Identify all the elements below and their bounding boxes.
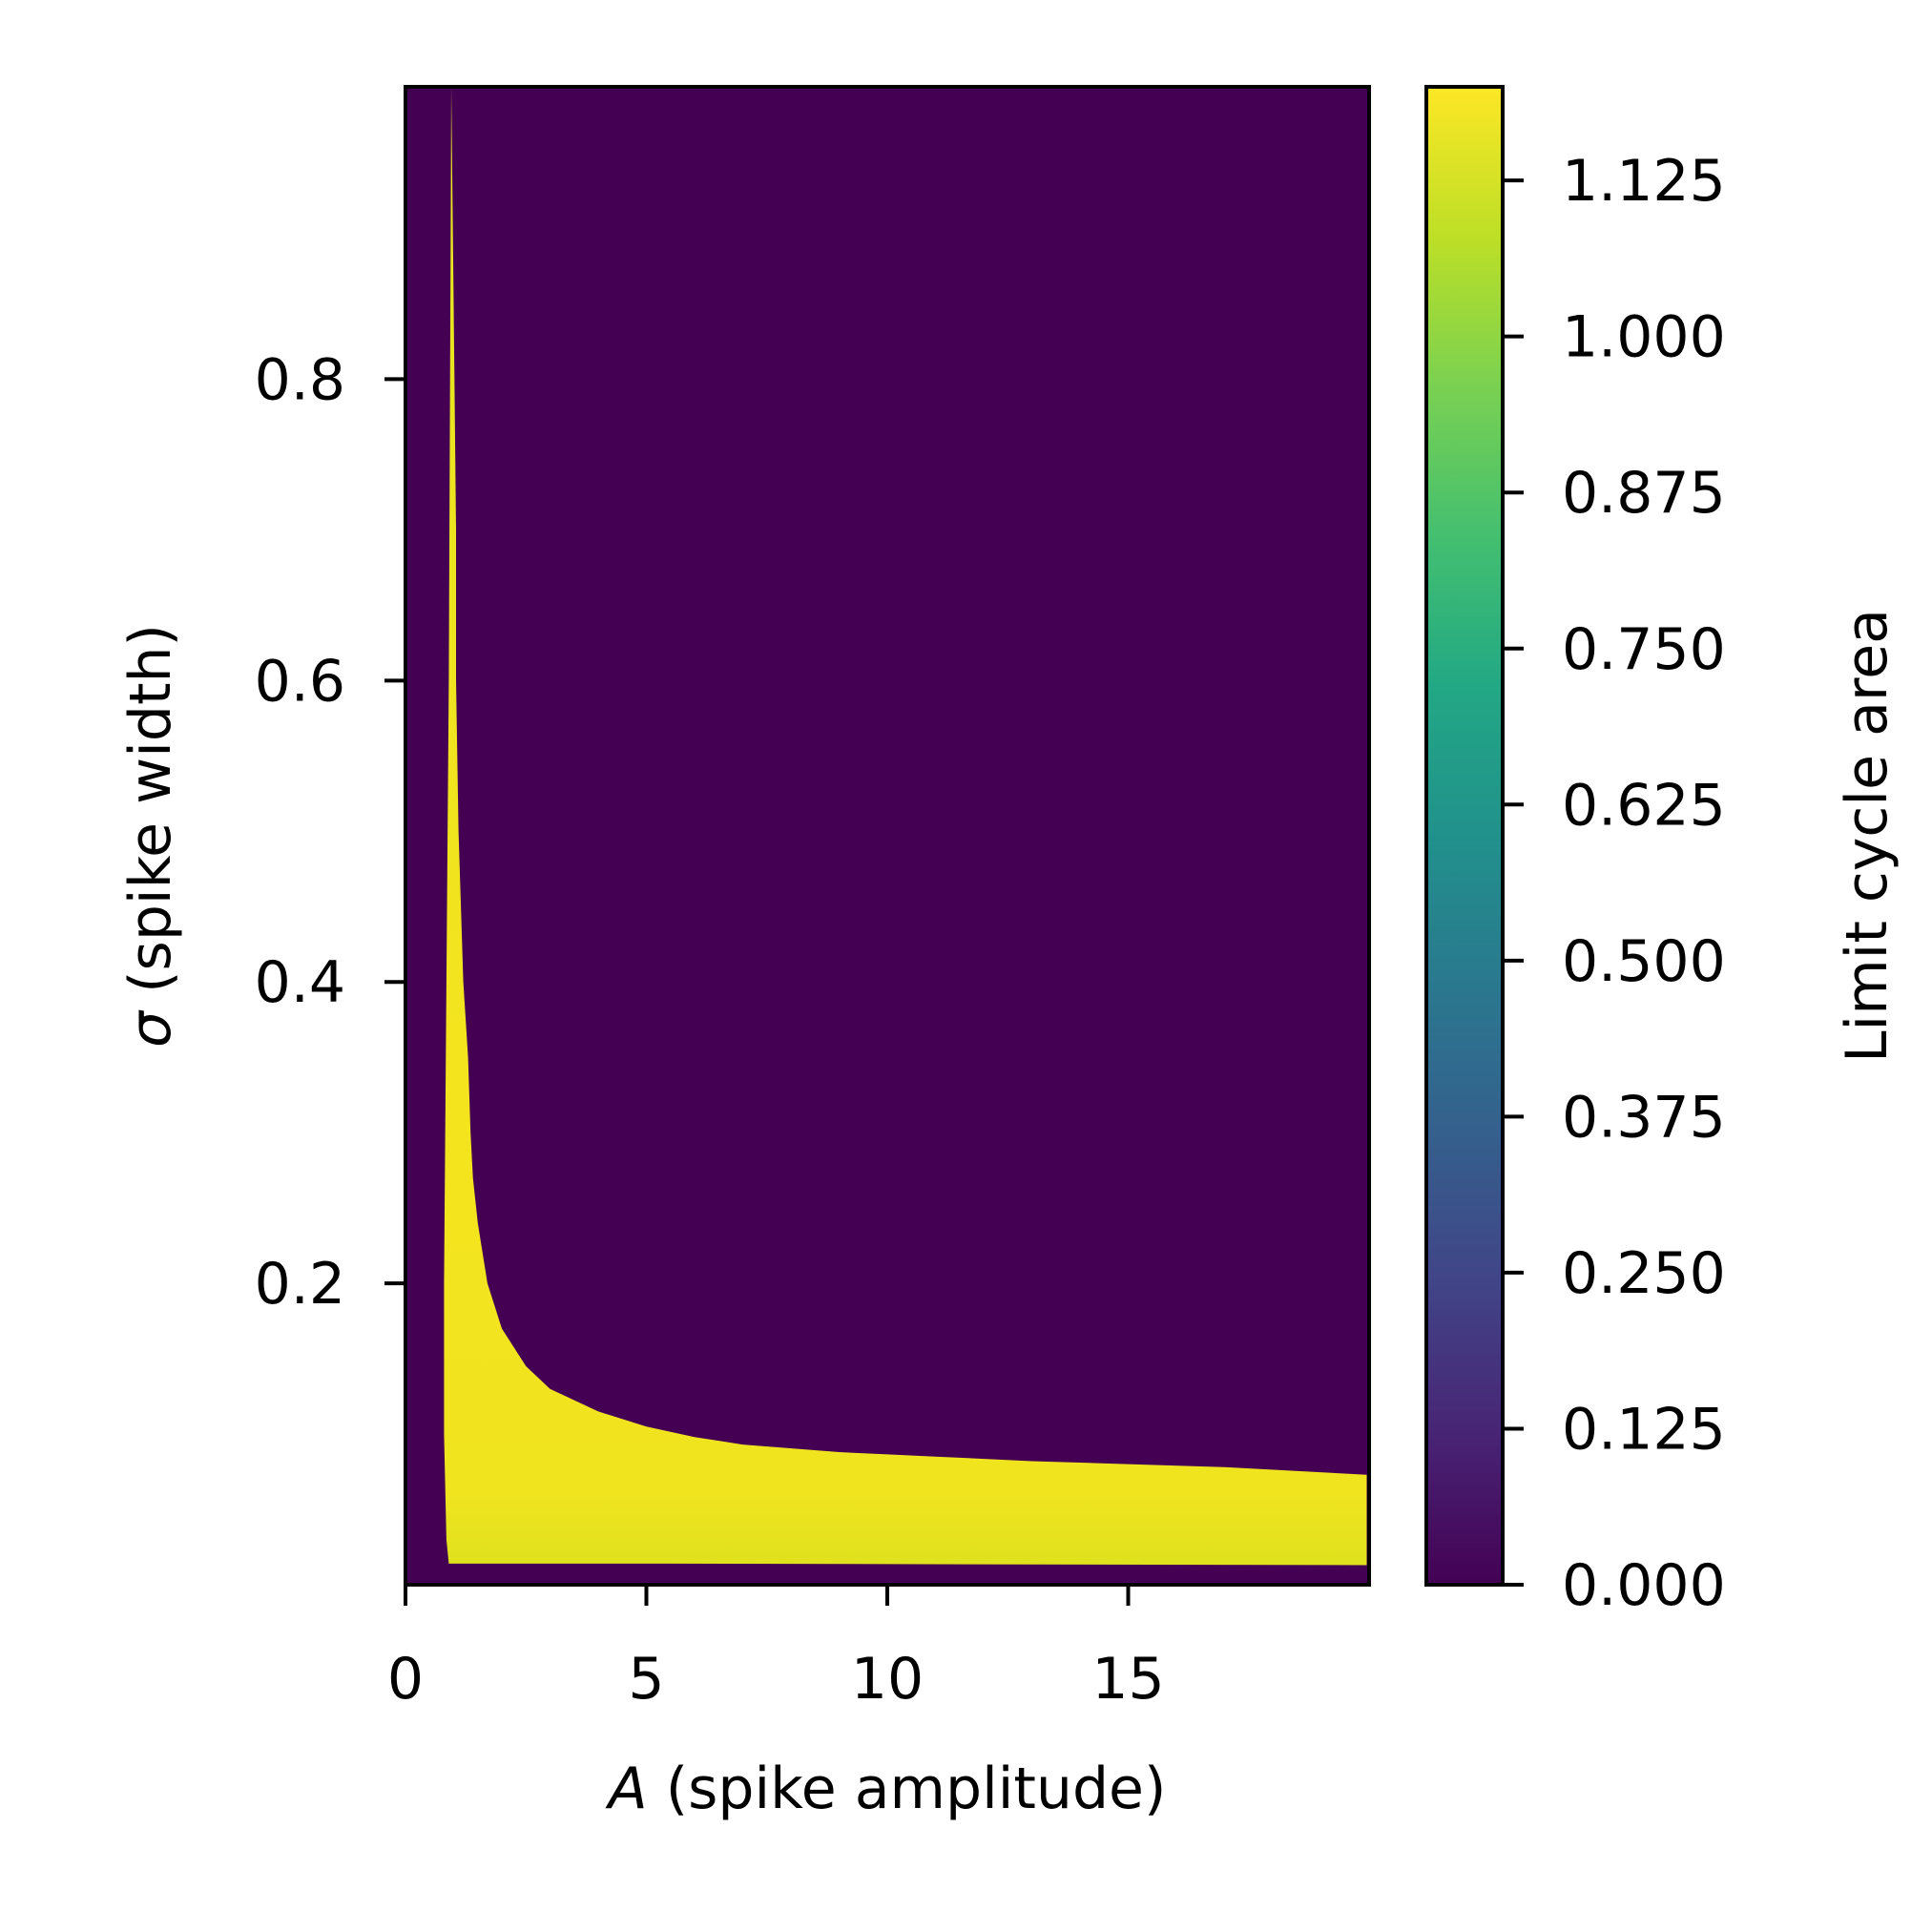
y-axis-ticks: 0.2 0.4 0.6 0.8 [255, 346, 405, 1318]
limit-cycle-region [444, 87, 1367, 1566]
colorbar-tick-label: 0.875 [1562, 460, 1726, 527]
y-axis-label: σ (spike width) [117, 624, 184, 1048]
colorbar-tick-label: 1.000 [1562, 304, 1726, 371]
y-tick-label: 0.6 [255, 648, 345, 715]
y-tick-label: 0.4 [255, 949, 345, 1016]
colorbar-tick-label: 0.000 [1562, 1552, 1726, 1619]
colorbar-tick-label: 0.500 [1562, 928, 1726, 995]
x-tick-label: 10 [851, 1646, 924, 1713]
colorbar-label: Limit cycle area [1834, 609, 1901, 1063]
y-tick-label: 0.8 [255, 346, 345, 413]
x-tick-label: 5 [628, 1646, 664, 1713]
colorbar-tick-label: 0.750 [1562, 616, 1726, 683]
x-tick-label: 0 [387, 1646, 424, 1713]
colorbar-gradient [1424, 85, 1505, 1587]
colorbar-tick-label: 1.125 [1562, 148, 1726, 215]
heatmap-background [405, 87, 1369, 1585]
x-axis-label: A (spike amplitude) [605, 1755, 1167, 1822]
colorbar-tick-label: 0.375 [1562, 1084, 1726, 1151]
colorbar-tick-label: 0.625 [1562, 772, 1726, 839]
x-tick-label: 15 [1091, 1646, 1164, 1713]
y-tick-label: 0.2 [255, 1251, 345, 1318]
colorbar-tick-label: 0.250 [1562, 1240, 1726, 1307]
x-axis-ticks: 0 5 10 15 [387, 1585, 1165, 1713]
colorbar: 0.000 0.125 0.250 0.375 0.500 0.625 0.750 0.875… [1424, 85, 1901, 1619]
colorbar-ticks: 0.000 0.125 0.250 0.375 0.500 0.625 0.750 0.875… [1503, 148, 1726, 1619]
heatmap-plot [404, 85, 1371, 1587]
colorbar-tick-label: 0.125 [1562, 1396, 1726, 1463]
